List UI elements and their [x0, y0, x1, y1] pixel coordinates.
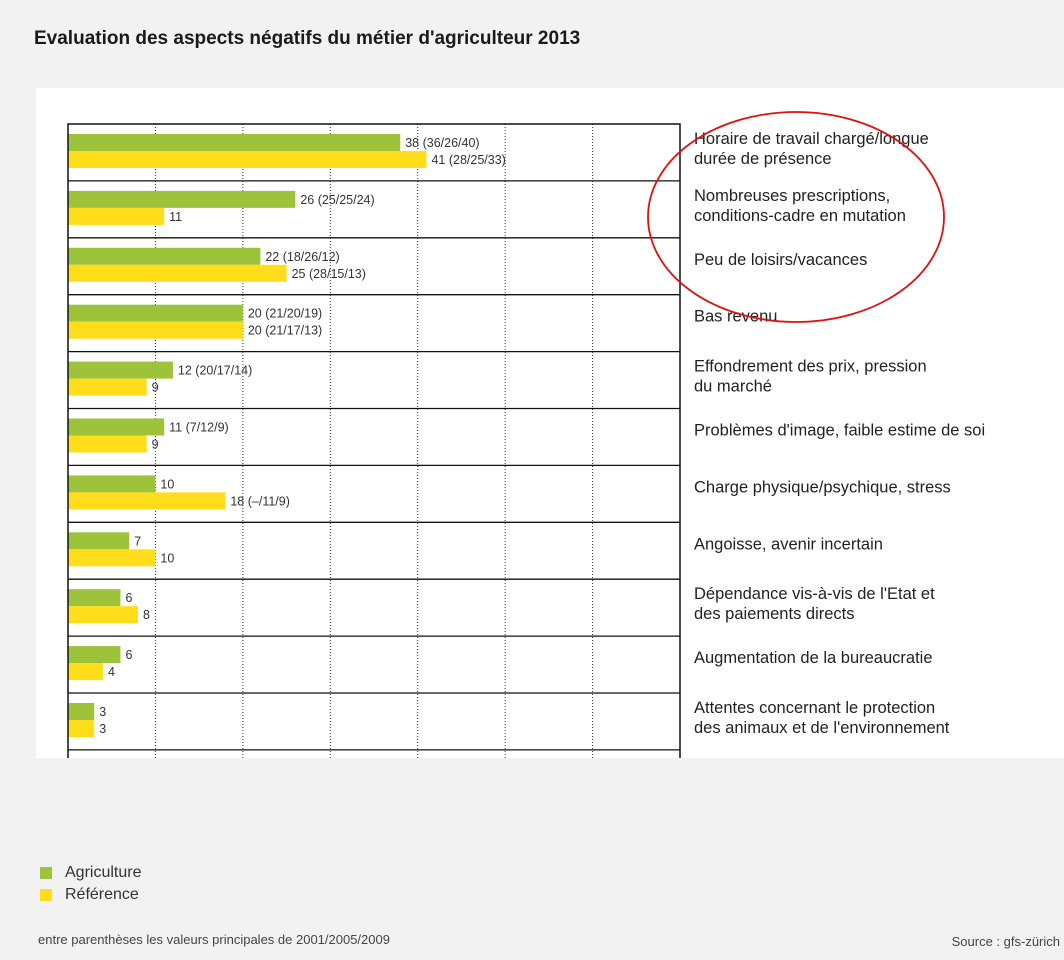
footnote: entre parenthèses les valeurs principale… [38, 932, 390, 947]
data-label-agriculture: 26 (25/25/24) [300, 193, 374, 207]
data-label-reference: 8 [143, 608, 150, 622]
category-label: conditions-cadre en mutation [694, 207, 906, 225]
data-label-reference: 25 (28/15/13) [292, 267, 366, 281]
legend-item-agriculture: Agriculture [40, 862, 141, 884]
data-label-agriculture: 10 [160, 477, 174, 491]
data-label-reference: 20 (21/17/13) [248, 324, 322, 338]
category-label: durée de présence [694, 150, 832, 168]
legend-item-reference: Référence [40, 884, 141, 906]
category-label: des paiements directs [694, 605, 855, 623]
category-label: Attentes concernant le protection [694, 699, 935, 717]
bar-reference [68, 549, 156, 567]
data-label-agriculture: 6 [125, 648, 132, 662]
data-label-agriculture: 20 (21/20/19) [248, 307, 322, 321]
bar-agriculture [68, 532, 130, 550]
category-label: des animaux et de l'environnement [694, 719, 950, 737]
data-label-reference: 41 (28/25/33) [431, 153, 505, 167]
bar-reference [68, 264, 287, 282]
category-label: Horaire de travail chargé/longue [694, 130, 929, 148]
bar-agriculture [68, 418, 165, 436]
data-label-reference: 10 [160, 551, 174, 565]
legend-label-reference: Référence [65, 886, 139, 903]
source-note: Source : gfs-zürich [951, 934, 1060, 949]
bar-reference [68, 378, 147, 396]
data-label-agriculture: 7 [134, 534, 141, 548]
legend: Agriculture Référence [40, 862, 141, 906]
bar-agriculture [68, 190, 296, 208]
data-label-reference: 3 [99, 722, 106, 736]
bar-reference [68, 321, 243, 339]
bar-reference [68, 606, 138, 624]
category-label: Nombreuses prescriptions, [694, 187, 890, 205]
chart-panel: 38 (36/26/40) 41 (28/25/33) Horaire de tra… [36, 88, 1064, 758]
data-label-agriculture: 12 (20/17/14) [178, 364, 252, 378]
bar-reference [68, 720, 95, 737]
chart-title: Evaluation des aspects négatifs du métie… [34, 28, 581, 49]
bar-reference [68, 151, 427, 168]
bar-agriculture [68, 475, 156, 493]
data-label-reference: 9 [152, 381, 159, 395]
bar-agriculture [68, 703, 95, 720]
highlight-ellipse [647, 111, 945, 323]
bar-reference [68, 435, 147, 453]
bar-agriculture [68, 361, 173, 379]
data-label-reference: 4 [108, 665, 115, 679]
plot-frame [67, 123, 681, 758]
category-label: Angoisse, avenir incertain [694, 535, 883, 553]
category-label: Dépendance vis-à-vis de l'Etat et [694, 585, 935, 603]
bar-agriculture [68, 304, 243, 322]
category-label: Augmentation de la bureaucratie [694, 649, 933, 667]
category-label: Problèmes d'image, faible estime de soi [694, 422, 985, 440]
category-label: du marché [694, 378, 772, 396]
bar-reference [68, 663, 103, 681]
bar-chart: 38 (36/26/40) 41 (28/25/33) Horaire de tra… [67, 111, 985, 758]
category-label: Effondrement des prix, pression [694, 358, 927, 376]
category-label: Charge physique/psychique, stress [694, 478, 951, 496]
data-label-reference: 11 [169, 210, 182, 224]
legend-label-agriculture: Agriculture [65, 864, 142, 881]
bar-agriculture [68, 134, 401, 151]
bar-agriculture [68, 247, 261, 265]
bar-agriculture [68, 646, 121, 664]
category-label: Bas revenu [694, 308, 777, 326]
bar-reference [68, 492, 226, 510]
legend-swatch-reference [40, 889, 52, 901]
bar-agriculture [68, 589, 121, 607]
data-label-agriculture: 11 (7/12/9) [169, 421, 229, 435]
data-label-agriculture: 3 [99, 705, 106, 719]
data-label-reference: 9 [152, 438, 159, 452]
data-label-agriculture: 38 (36/26/40) [405, 136, 479, 150]
data-label-agriculture: 22 (18/26/12) [265, 250, 339, 264]
bar-reference [68, 207, 165, 225]
data-label-reference: 18 (–/11/9) [230, 494, 290, 508]
category-label: Peu de loisirs/vacances [694, 251, 867, 269]
data-label-agriculture: 6 [125, 591, 132, 605]
legend-swatch-agriculture [40, 867, 52, 879]
